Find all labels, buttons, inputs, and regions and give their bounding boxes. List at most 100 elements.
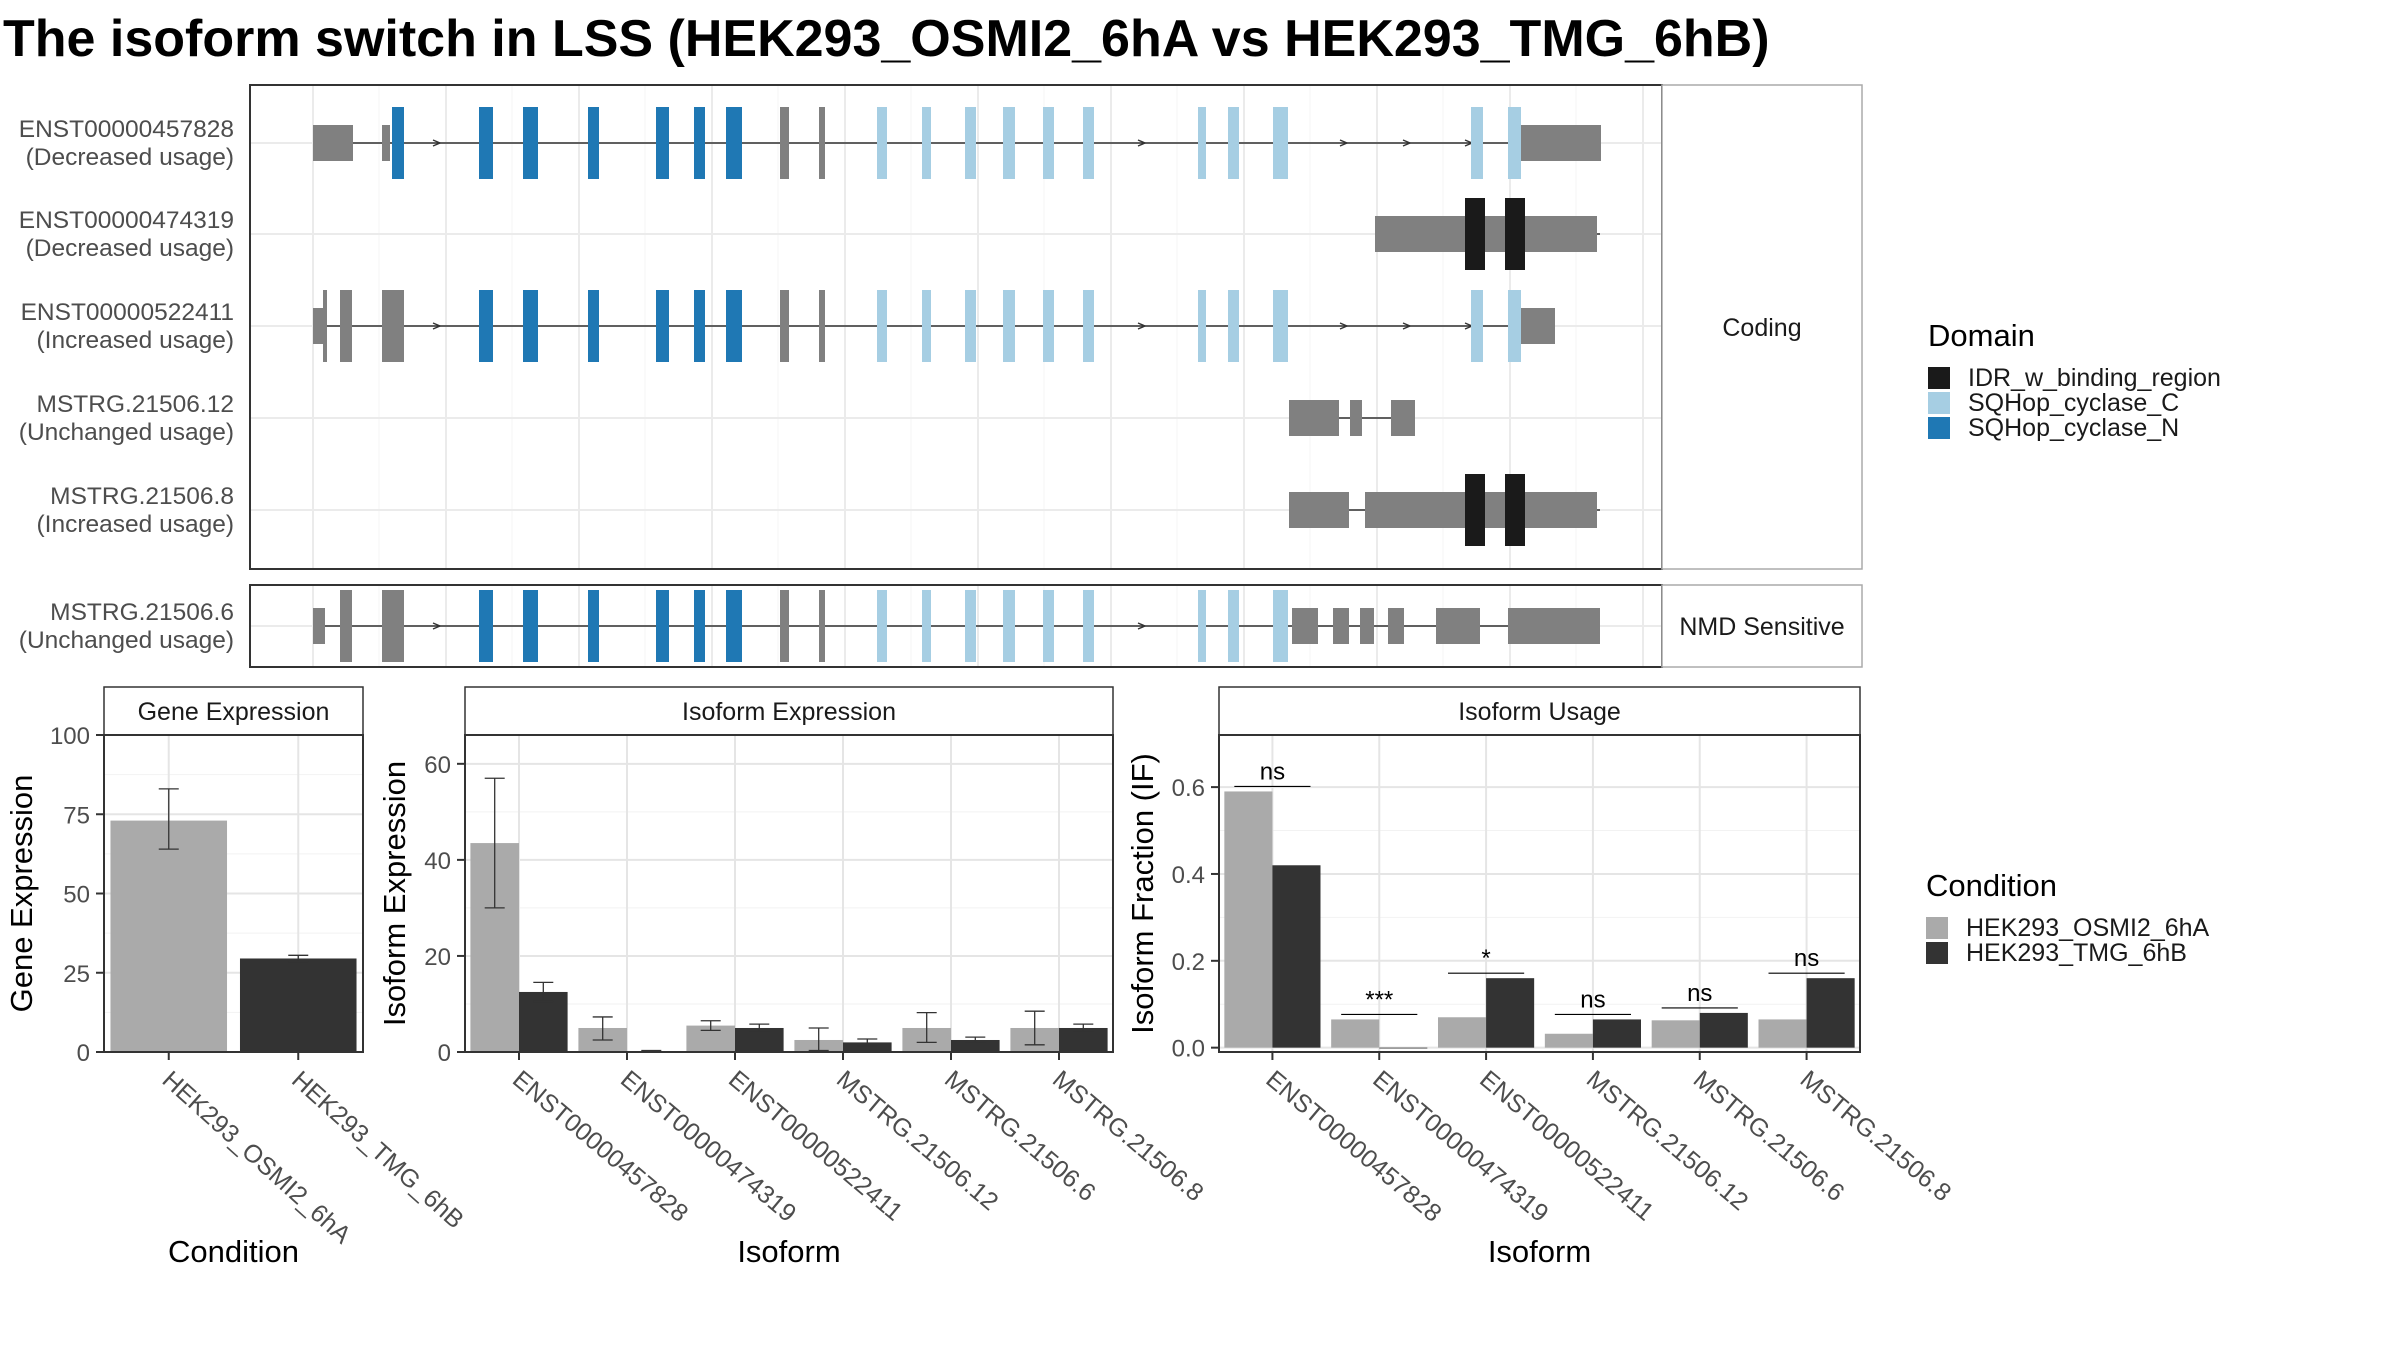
- legend-swatch: [1928, 392, 1950, 414]
- bar: [1272, 865, 1321, 1048]
- transcript-usage-label: (Decreased usage): [26, 144, 234, 171]
- transcript-track: [1289, 400, 1415, 436]
- exon-domain: [1471, 107, 1483, 179]
- exon: [1391, 400, 1415, 436]
- exon-domain: [922, 107, 931, 179]
- exon-domain: [1198, 290, 1206, 362]
- legend-label: HEK293_TMG_6hB: [1966, 939, 2187, 967]
- transcript-usage-label: (Increased usage): [37, 327, 234, 354]
- bar: [1651, 1020, 1700, 1048]
- bar: [1486, 978, 1535, 1048]
- exon: [323, 290, 327, 362]
- y-tick-label: 100: [50, 723, 90, 750]
- chart-panel-border: [464, 734, 1114, 1053]
- exon-domain: [1083, 107, 1094, 179]
- exon: [1333, 608, 1349, 644]
- significance-label: ns: [1687, 980, 1712, 1007]
- transcript-id-label: MSTRG.21506.12: [37, 391, 234, 418]
- exon-domain: [726, 107, 742, 179]
- strand-arrow: [432, 322, 442, 330]
- exon-domain: [656, 107, 669, 179]
- exon-domain: [1505, 198, 1525, 270]
- chart-title: Gene Expression: [138, 698, 330, 726]
- exon: [780, 107, 789, 179]
- chart-panel-border: [1218, 734, 1861, 1053]
- bar: [1224, 791, 1273, 1048]
- isoform-expression-chart: Isoform Expression 0 20 40 60 ENST00000457828…: [377, 686, 1209, 1269]
- significance-label: *: [1481, 945, 1490, 972]
- y-tick-label: 20: [424, 944, 451, 971]
- y-tick-label: 60: [424, 752, 451, 779]
- legend-label: SQHop_cyclase_N: [1968, 414, 2179, 442]
- domain-legend: DomainIDR_w_binding_regionSQHop_cyclase_…: [1928, 318, 2221, 442]
- exon: [819, 590, 825, 662]
- strand-arrow: [1339, 139, 1349, 147]
- exon-domain: [1505, 474, 1525, 546]
- transcript-usage-label: (Increased usage): [37, 511, 234, 538]
- exon-domain: [1083, 590, 1094, 662]
- exon-domain: [1043, 290, 1054, 362]
- y-tick-label: 0.4: [1172, 862, 1205, 889]
- bar: [1331, 1019, 1380, 1048]
- x-tick-label: ENST00000474319: [615, 1065, 801, 1228]
- exon-domain: [1083, 290, 1094, 362]
- transcript-id-label: ENST00000522411: [21, 299, 234, 326]
- exon-domain: [694, 107, 705, 179]
- exon-domain: [694, 590, 705, 662]
- strand-arrow: [1137, 139, 1147, 147]
- exon-domain: [1228, 107, 1239, 179]
- exon-domain: [1273, 107, 1288, 179]
- exon-domain: [922, 290, 931, 362]
- y-axis-title: Isoform Fraction (IF): [1125, 753, 1160, 1034]
- bar: [239, 958, 357, 1052]
- significance-label: ***: [1365, 986, 1393, 1013]
- exon: [1525, 492, 1597, 528]
- exon-domain: [1003, 290, 1015, 362]
- exon: [1350, 400, 1362, 436]
- exon-domain: [922, 590, 931, 662]
- exon-domain: [392, 107, 404, 179]
- exon-domain: [1273, 290, 1288, 362]
- exon: [313, 608, 325, 644]
- strand-arrow: [1137, 322, 1147, 330]
- exon: [1289, 400, 1339, 436]
- y-tick-label: 0.6: [1172, 775, 1205, 802]
- figure-title: The isoform switch in LSS (HEK293_OSMI2_…: [3, 10, 1770, 68]
- exon: [1388, 608, 1404, 644]
- strand-arrow: [1402, 139, 1412, 147]
- facet-strip-label: NMD Sensitive: [1679, 613, 1844, 641]
- y-tick-label: 75: [63, 802, 90, 829]
- facet-strip: [1661, 84, 1863, 570]
- strand-arrow: [1137, 622, 1147, 630]
- transcript-usage-label: (Unchanged usage): [19, 419, 234, 446]
- exon-domain: [479, 290, 493, 362]
- exon-domain: [656, 290, 669, 362]
- transcript-id-label: MSTRG.21506.8: [50, 483, 234, 510]
- x-axis-title: Condition: [168, 1234, 299, 1269]
- chart-panel-border: [103, 734, 364, 1053]
- exon-domain: [1508, 107, 1521, 179]
- transcript-id-label: ENST00000474319: [19, 207, 234, 234]
- exon-domain: [1228, 290, 1239, 362]
- transcript-track: [313, 290, 1555, 362]
- x-tick-label: ENST00000522411: [1474, 1065, 1659, 1226]
- y-axis-title: Gene Expression: [4, 775, 39, 1013]
- exon-domain: [656, 590, 669, 662]
- exon-domain: [726, 290, 742, 362]
- exon-domain: [965, 290, 976, 362]
- exon: [382, 290, 404, 362]
- exon: [1375, 216, 1465, 252]
- exon: [1485, 216, 1505, 252]
- exon-domain: [1198, 590, 1206, 662]
- exon-domain: [523, 107, 538, 179]
- exon-domain: [1508, 290, 1521, 362]
- bar: [1379, 1047, 1428, 1049]
- exon-domain: [588, 590, 599, 662]
- strand-arrow: [1402, 322, 1412, 330]
- exon-domain: [877, 107, 887, 179]
- exon-domain: [965, 107, 976, 179]
- facet-strip: [1661, 584, 1863, 668]
- exon: [1521, 308, 1555, 344]
- exon-domain: [1198, 107, 1206, 179]
